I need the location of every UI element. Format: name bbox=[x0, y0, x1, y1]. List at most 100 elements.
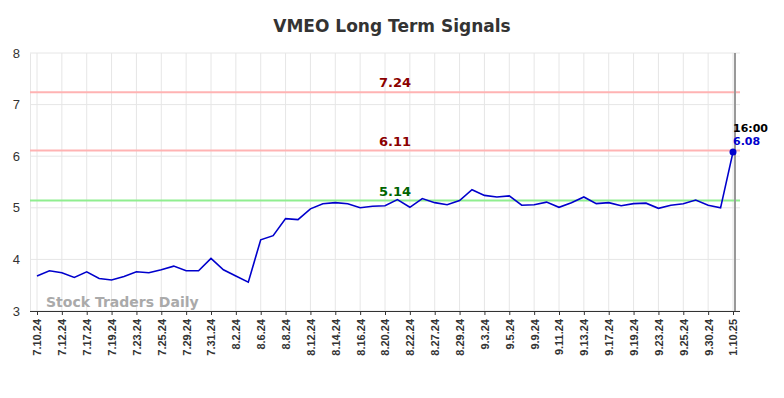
y-tick-label: 7 bbox=[13, 97, 20, 112]
x-tick-label: 9.23.24 bbox=[653, 318, 665, 356]
x-tick-mark bbox=[62, 311, 63, 315]
x-tick-label: 7.31.24 bbox=[205, 318, 217, 356]
x-tick-label: 8.16.24 bbox=[354, 318, 366, 356]
x-tick-label: 1.10.25 bbox=[727, 319, 739, 356]
x-tick: 9.9.24 bbox=[528, 311, 540, 350]
now-line bbox=[734, 53, 736, 311]
x-tick: 7.10.24 bbox=[31, 311, 43, 356]
x-tick: 8.12.24 bbox=[305, 311, 317, 356]
x-tick: 7.29.24 bbox=[180, 311, 192, 356]
x-tick-label: 9.5.24 bbox=[504, 318, 516, 349]
x-tick-mark bbox=[186, 311, 187, 315]
x-tick: 7.12.24 bbox=[56, 311, 68, 356]
x-tick-label: 8.6.24 bbox=[255, 318, 267, 349]
x-tick-mark bbox=[584, 311, 585, 315]
x-tick-label: 8.22.24 bbox=[404, 318, 416, 356]
plot-area bbox=[30, 53, 740, 311]
y-tick: 5 bbox=[13, 200, 30, 215]
x-tick-mark bbox=[236, 311, 237, 315]
x-tick-label: 8.2.24 bbox=[230, 318, 242, 349]
x-tick: 8.27.24 bbox=[429, 311, 441, 356]
x-tick-mark bbox=[708, 311, 709, 315]
y-tick-label: 6 bbox=[13, 149, 20, 164]
x-tick: 1.10.25 bbox=[727, 311, 739, 356]
x-tick-mark bbox=[658, 311, 659, 315]
x-tick-mark bbox=[286, 311, 287, 315]
y-axis: 3 4 5 6 7 8 bbox=[13, 46, 31, 319]
y-tick-label: 8 bbox=[13, 46, 20, 61]
reference-label: 6.11 bbox=[379, 134, 411, 149]
x-tick-label: 9.25.24 bbox=[678, 318, 690, 356]
x-tick: 8.29.24 bbox=[454, 311, 466, 356]
x-tick-mark bbox=[360, 311, 361, 315]
x-tick: 9.3.24 bbox=[479, 311, 491, 350]
x-tick-label: 8.29.24 bbox=[454, 318, 466, 356]
reference-line bbox=[30, 91, 740, 93]
x-tick-label: 8.14.24 bbox=[330, 318, 342, 356]
x-tick-mark bbox=[509, 311, 510, 315]
reference-line bbox=[30, 200, 740, 202]
x-tick-label: 7.19.24 bbox=[106, 318, 118, 356]
y-tick: 4 bbox=[13, 252, 30, 267]
y-tick: 8 bbox=[13, 46, 30, 61]
x-tick-mark bbox=[559, 311, 560, 315]
x-tick-mark bbox=[484, 311, 485, 315]
x-tick-mark bbox=[609, 311, 610, 315]
x-tick-label: 9.13.24 bbox=[578, 318, 590, 356]
x-tick: 7.23.24 bbox=[131, 311, 143, 356]
x-tick: 9.30.24 bbox=[702, 311, 714, 356]
x-tick-label: 7.29.24 bbox=[180, 318, 192, 356]
watermark: Stock Traders Daily bbox=[46, 294, 199, 310]
x-tick: 8.22.24 bbox=[404, 311, 416, 356]
x-tick: 9.23.24 bbox=[653, 311, 665, 356]
x-tick: 8.20.24 bbox=[379, 311, 391, 356]
x-tick: 8.16.24 bbox=[354, 311, 366, 356]
x-tick-label: 7.23.24 bbox=[131, 318, 143, 356]
x-tick-mark bbox=[410, 311, 411, 315]
x-tick-label: 8.27.24 bbox=[429, 318, 441, 356]
y-tick: 6 bbox=[13, 149, 30, 164]
x-tick-label: 7.12.24 bbox=[56, 318, 68, 356]
x-tick-label: 9.3.24 bbox=[479, 318, 491, 349]
x-tick-mark bbox=[335, 311, 336, 315]
x-tick-mark bbox=[634, 311, 635, 315]
grid bbox=[30, 53, 740, 311]
x-tick: 8.14.24 bbox=[330, 311, 342, 356]
x-tick-label: 8.20.24 bbox=[379, 318, 391, 356]
x-tick: 8.2.24 bbox=[230, 311, 242, 350]
y-tick: 3 bbox=[13, 304, 30, 319]
x-tick: 9.13.24 bbox=[578, 311, 590, 356]
x-tick-label: 7.17.24 bbox=[81, 318, 93, 356]
x-tick-mark bbox=[534, 311, 535, 315]
x-tick-label: 8.12.24 bbox=[305, 318, 317, 356]
x-tick-label: 9.30.24 bbox=[702, 318, 714, 356]
x-tick: 7.17.24 bbox=[81, 311, 93, 356]
x-tick-label: 7.25.24 bbox=[156, 318, 168, 356]
last-point bbox=[730, 149, 737, 156]
time-label: 16:00 bbox=[733, 122, 768, 135]
y-tick-label: 4 bbox=[13, 252, 20, 267]
y-tick-label: 5 bbox=[13, 200, 20, 215]
x-axis: 7.10.24 7.12.24 7.17.24 7.19.24 7.23.24 7.25.… bbox=[30, 311, 740, 356]
x-tick: 9.19.24 bbox=[628, 311, 640, 356]
x-tick-mark bbox=[683, 311, 684, 315]
reference-line bbox=[30, 150, 740, 152]
x-tick-mark bbox=[161, 311, 162, 315]
x-tick-mark bbox=[136, 311, 137, 315]
x-tick-label: 9.17.24 bbox=[603, 318, 615, 356]
x-tick-mark bbox=[211, 311, 212, 315]
y-tick-label: 3 bbox=[13, 304, 20, 319]
x-tick-label: 8.8.24 bbox=[280, 318, 292, 349]
x-tick: 7.19.24 bbox=[106, 311, 118, 356]
x-tick: 9.25.24 bbox=[678, 311, 690, 356]
x-tick-mark bbox=[310, 311, 311, 315]
x-tick: 7.25.24 bbox=[156, 311, 168, 356]
price-line bbox=[37, 152, 733, 282]
x-tick-label: 9.11.24 bbox=[553, 318, 565, 355]
x-tick: 7.31.24 bbox=[205, 311, 217, 356]
x-tick-mark bbox=[460, 311, 461, 315]
last-value-label: 6.08 bbox=[733, 135, 760, 148]
y-tick: 7 bbox=[13, 97, 30, 112]
x-tick-mark bbox=[87, 311, 88, 315]
x-tick-mark bbox=[733, 311, 734, 315]
